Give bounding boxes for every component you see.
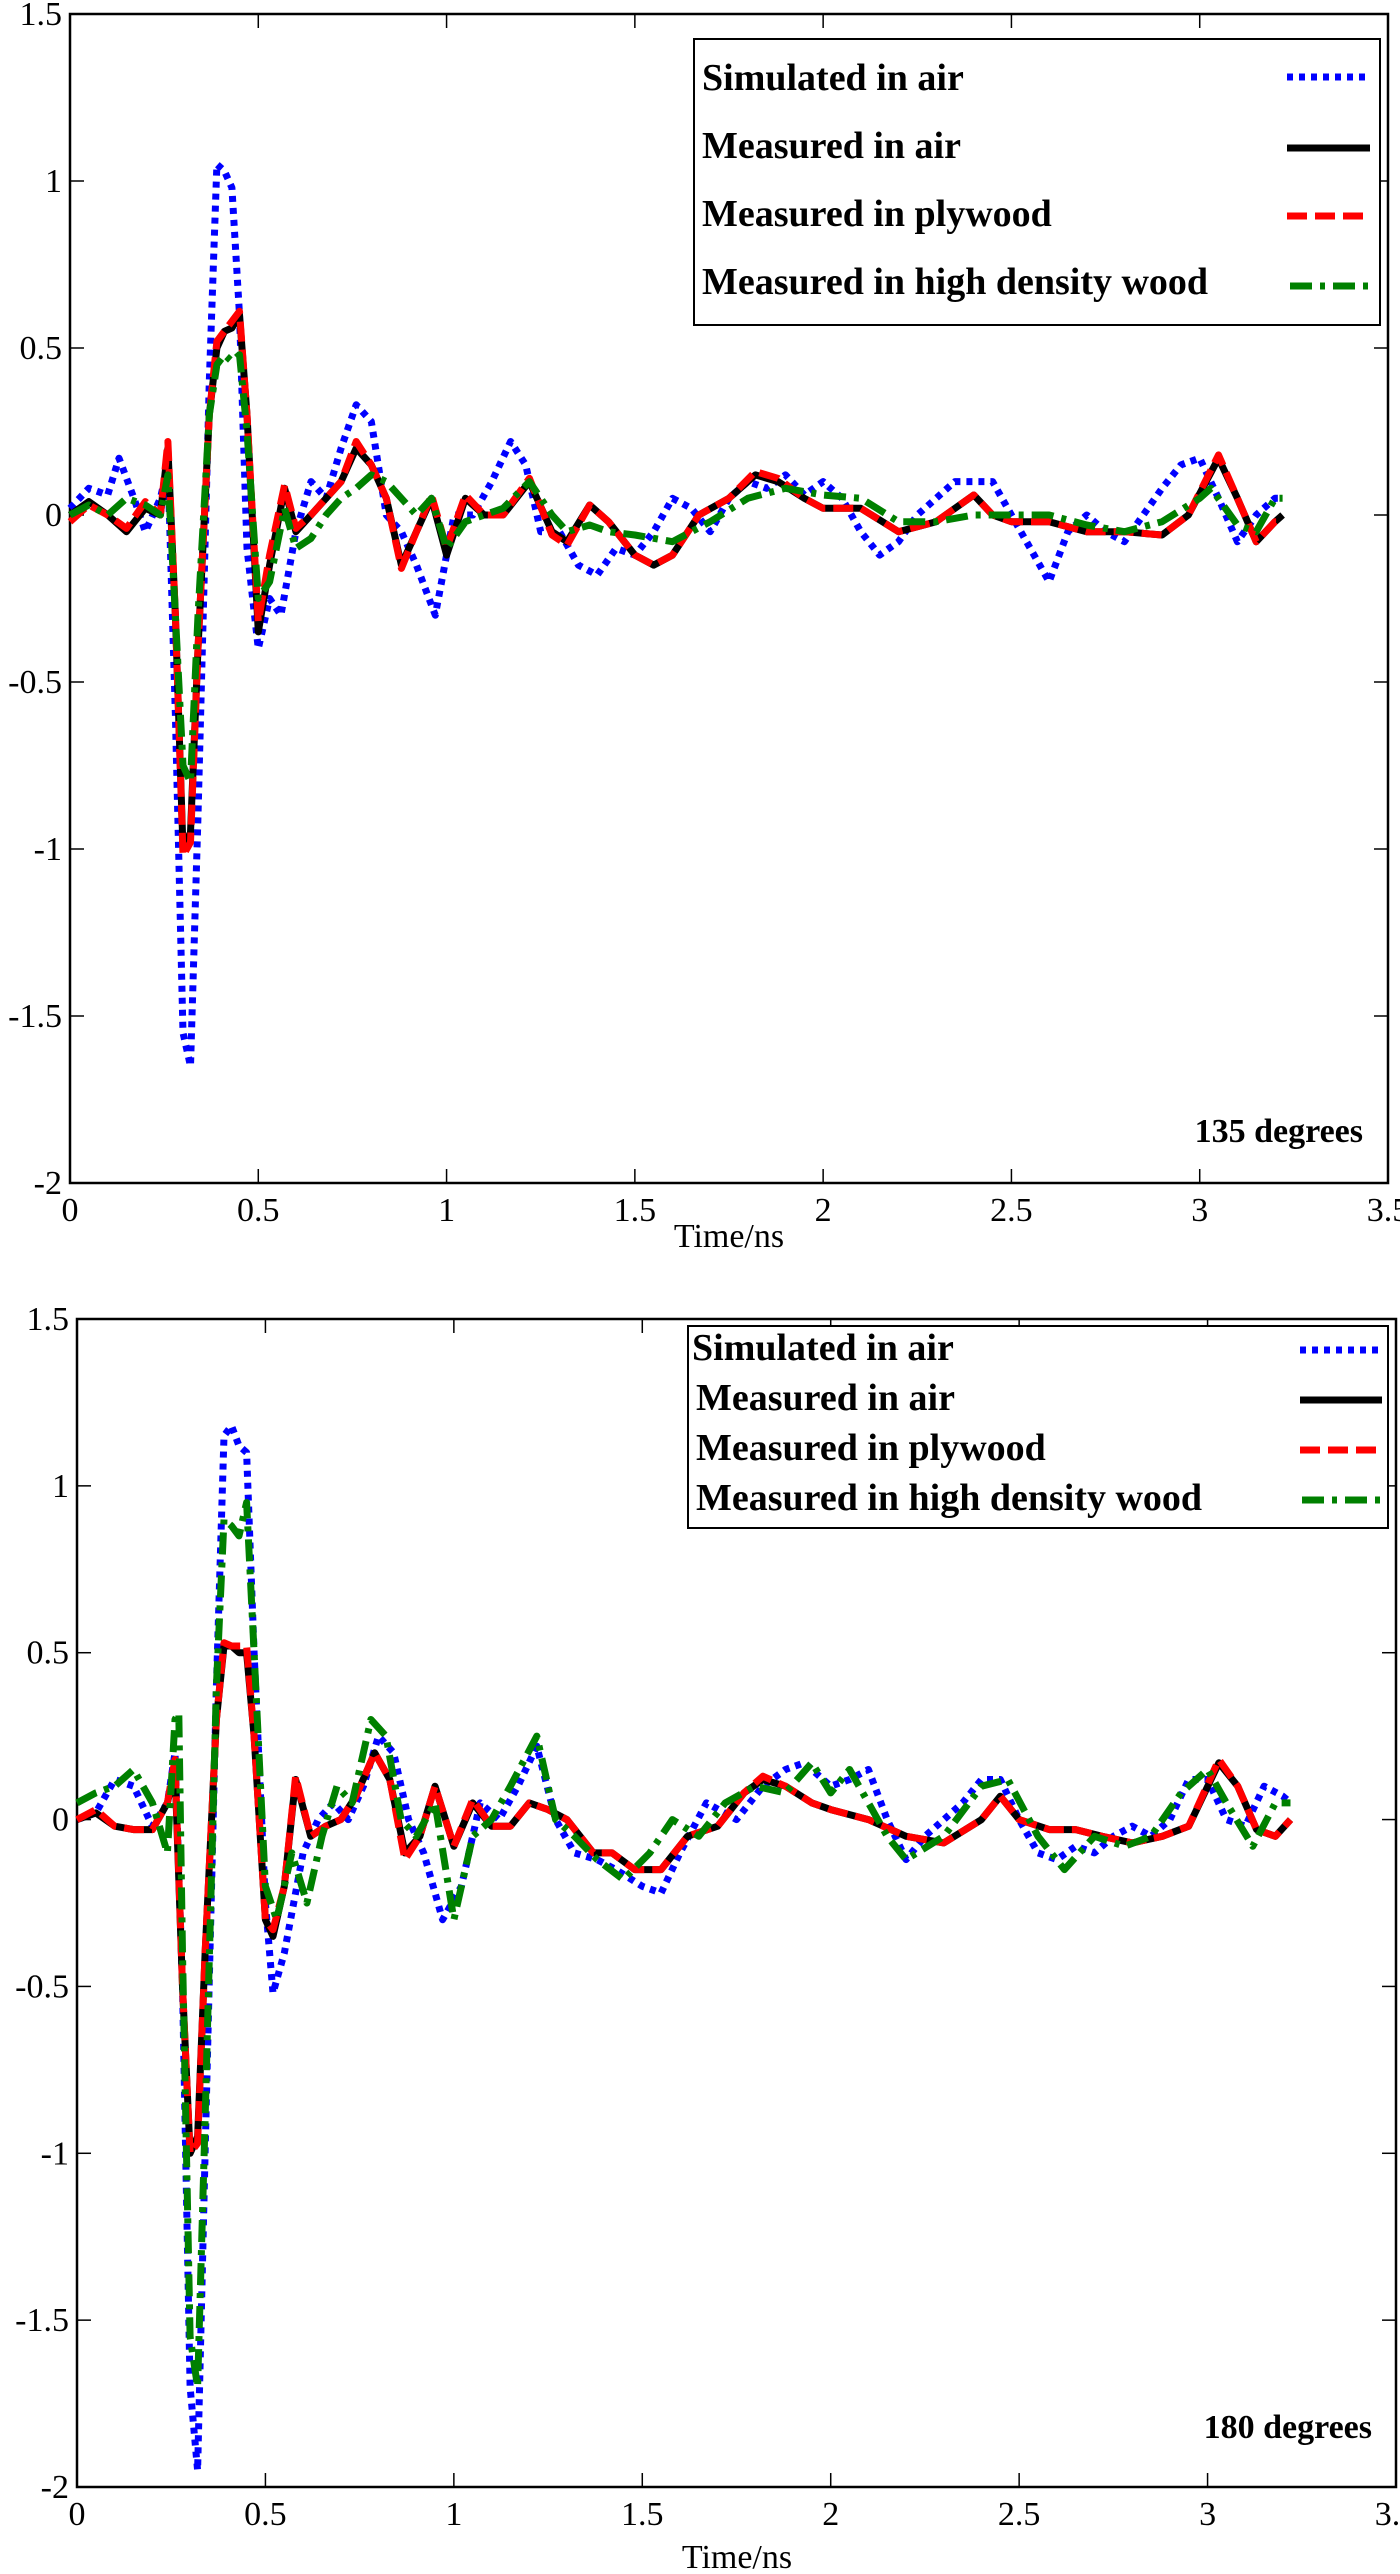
x-tick-label: 1.5 [621, 2496, 664, 2533]
y-tick-label: -0.5 [8, 664, 62, 701]
legend-label-measured-hdwood: Measured in high density wood [696, 1477, 1202, 1519]
legend: Simulated in air Measured in air Measure… [687, 1325, 1389, 1529]
angle-annotation: 180 degrees [1204, 2409, 1372, 2446]
series-measured-in-high-density-wood [75, 1499, 1291, 2391]
y-tick-label: 1 [52, 1468, 69, 1505]
series-lines [67, 160, 1285, 1070]
y-tick-label: 0 [52, 1802, 69, 1839]
x-tick-label: 1 [445, 2496, 462, 2533]
x-tick-label: 1.5 [614, 1192, 657, 1229]
plot-135-degrees: 0 0.5 1 1.5 2 2.5 3 3.5 1.5 1 0.5 0 -0.5 -1 -1.5 -2 Sim… [8, 0, 1400, 1255]
y-tick-label: 0.5 [20, 330, 63, 367]
y-tick-label: 0 [45, 497, 62, 534]
legend-label-measured-plywood: Measured in plywood [696, 1427, 1046, 1469]
legend-label-measured-air: Measured in air [696, 1377, 955, 1419]
y-tick-label: -2 [34, 1165, 62, 1202]
y-tick-label: 1 [45, 163, 62, 200]
y-tick-label: -0.5 [15, 1968, 69, 2005]
axis-ticks: 0 0.5 1 1.5 2 2.5 3 3.5 1.5 1 0.5 0 -0.5 -1 -1.5 -2 [15, 1301, 1400, 2533]
angle-annotation: 135 degrees [1195, 1113, 1363, 1150]
x-tick-label: 2 [822, 2496, 839, 2533]
x-tick-label: 0 [69, 2496, 86, 2533]
x-tick-label: 0 [62, 1192, 79, 1229]
y-tick-label: -2 [41, 2469, 69, 2506]
x-tick-label: 0.5 [237, 1192, 280, 1229]
series-lines [75, 1422, 1294, 2474]
x-axis-title: Time/ns [674, 1218, 784, 1255]
x-tick-label: 2.5 [998, 2496, 1041, 2533]
y-tick-label: 0.5 [27, 1635, 70, 1672]
y-tick-label: -1 [41, 2135, 69, 2172]
legend-label-measured-plywood: Measured in plywood [702, 193, 1052, 235]
x-tick-label: 2.5 [990, 1192, 1033, 1229]
series-simulated-in-air [67, 160, 1283, 1070]
x-tick-label: 1 [438, 1192, 455, 1229]
legend-label-measured-air: Measured in air [702, 125, 961, 167]
y-tick-label: 1.5 [27, 1301, 70, 1338]
x-tick-label: 2 [815, 1192, 832, 1229]
legend-label-measured-hdwood: Measured in high density wood [702, 261, 1208, 303]
axis-ticks: 0 0.5 1 1.5 2 2.5 3 3.5 1.5 1 0.5 0 -0.5 -1 -1.5 -2 [8, 0, 1400, 1229]
x-tick-label: 3 [1199, 2496, 1216, 2533]
y-tick-label: -1 [34, 831, 62, 868]
y-tick-label: 1.5 [20, 0, 63, 33]
series-measured-in-high-density-wood [68, 351, 1283, 786]
plot-180-degrees: 0 0.5 1 1.5 2 2.5 3 3.5 1.5 1 0.5 0 -0.5 -1 -1.5 -2 Sim… [15, 1301, 1400, 2574]
x-tick-label: 3.5 [1367, 1192, 1400, 1229]
legend-label-simulated-air: Simulated in air [702, 57, 964, 99]
x-tick-label: 3 [1191, 1192, 1208, 1229]
legend-label-simulated-air: Simulated in air [692, 1327, 954, 1369]
x-tick-label: 0.5 [244, 2496, 287, 2533]
y-tick-label: -1.5 [8, 998, 62, 1035]
x-axis-title: Time/ns [682, 2539, 792, 2574]
legend: Simulated in air Measured in air Measure… [693, 38, 1381, 326]
y-tick-label: -1.5 [15, 2302, 69, 2339]
x-tick-label: 3.5 [1375, 2496, 1400, 2533]
